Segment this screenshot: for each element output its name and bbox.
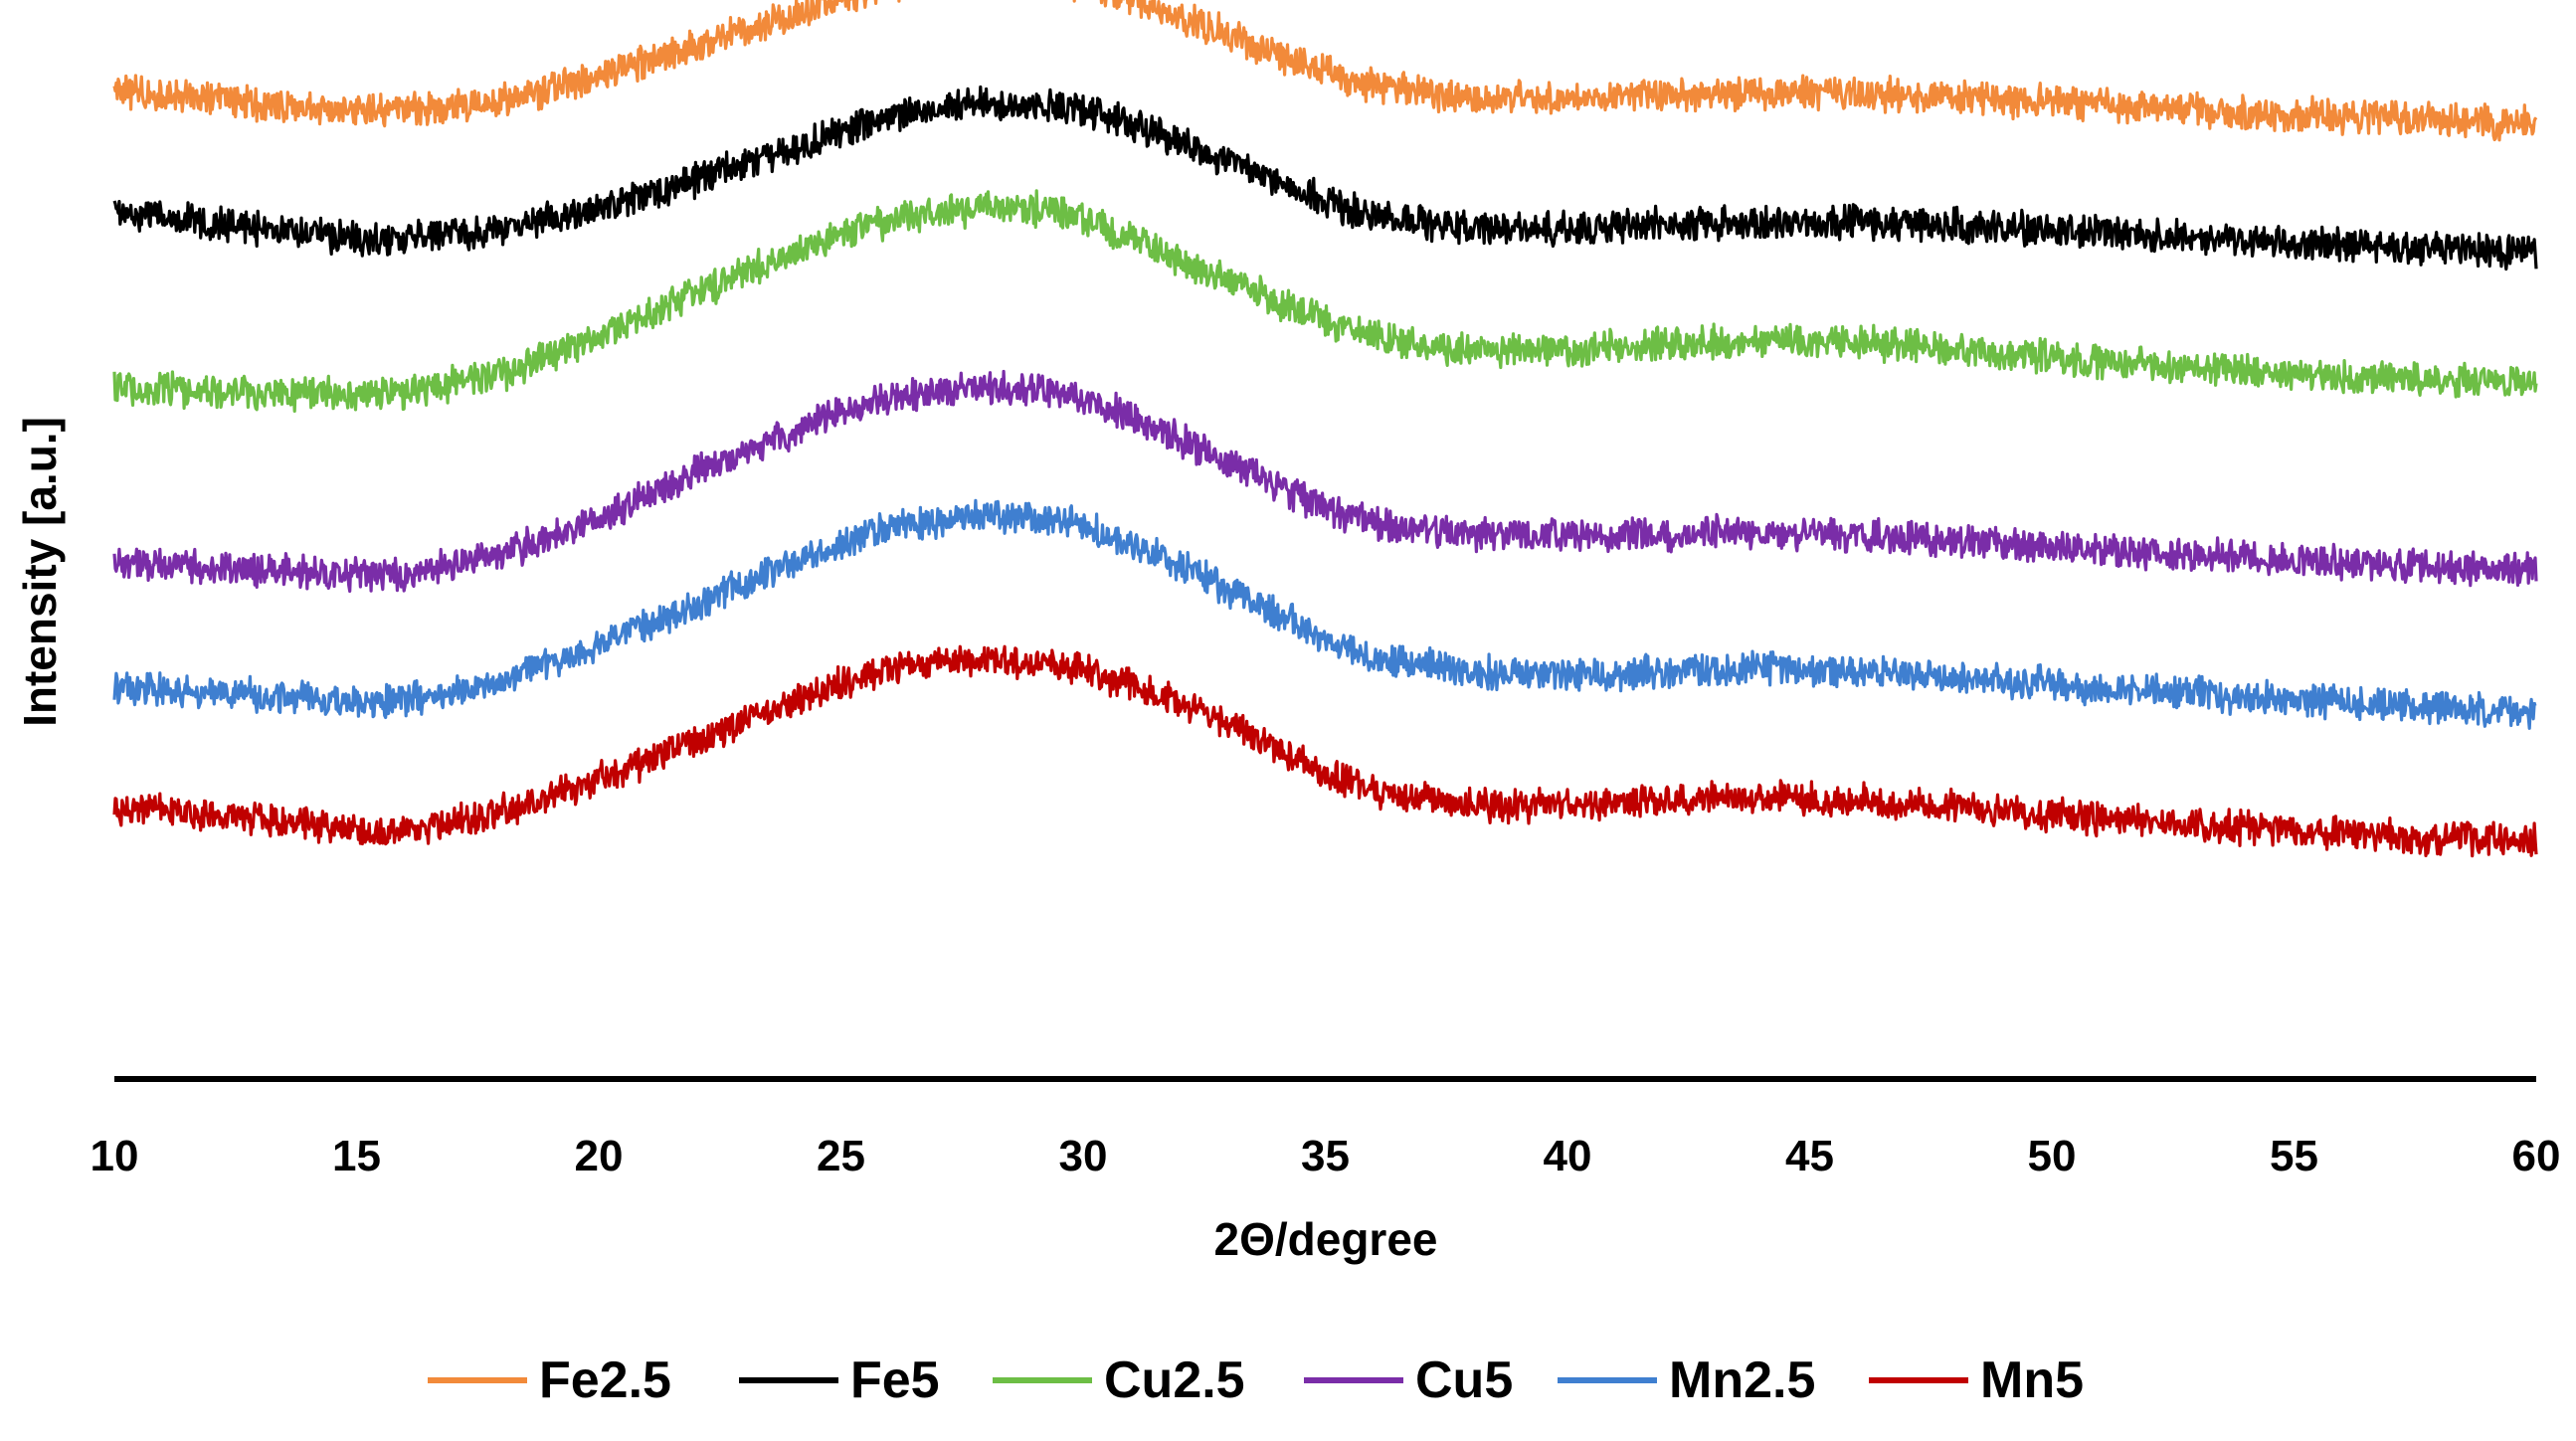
legend-label: Fe5 xyxy=(850,1351,940,1409)
y-axis-title: Intensity [a.u.] xyxy=(14,417,66,727)
legend: Fe2.5 Fe5 Cu2.5 Cu5 Mn2.5 Mn5 xyxy=(428,1351,2084,1409)
x-tick-label: 60 xyxy=(2512,1132,2561,1180)
x-tick-label: 25 xyxy=(817,1132,865,1180)
legend-label: Mn5 xyxy=(1980,1351,2084,1409)
legend-item-mn2-5: Mn2.5 xyxy=(1558,1351,1815,1409)
axis-titles: 2Θ/degree Intensity [a.u.] xyxy=(14,417,1438,1265)
x-tick-label: 15 xyxy=(332,1132,381,1180)
series-line-cu5 xyxy=(112,369,2538,594)
legend-item-fe5: Fe5 xyxy=(739,1351,940,1409)
legend-item-cu2-5: Cu2.5 xyxy=(993,1351,1245,1409)
x-tick-label: 30 xyxy=(1059,1132,1108,1180)
x-tick-label: 50 xyxy=(2028,1132,2077,1180)
x-tick-label: 40 xyxy=(1544,1132,1592,1180)
plot-area xyxy=(112,0,2538,858)
x-tick-label: 10 xyxy=(91,1132,139,1180)
legend-label: Cu5 xyxy=(1415,1351,1513,1409)
series-line-fe5 xyxy=(112,85,2538,271)
legend-item-cu5: Cu5 xyxy=(1304,1351,1513,1409)
legend-item-fe2-5: Fe2.5 xyxy=(428,1351,671,1409)
legend-label: Fe2.5 xyxy=(539,1351,671,1409)
legend-item-mn5: Mn5 xyxy=(1869,1351,2084,1409)
x-tick-label: 35 xyxy=(1301,1132,1350,1180)
series-line-fe2-5 xyxy=(112,0,2538,142)
series-line-cu2-5 xyxy=(112,189,2538,413)
x-tick-label: 20 xyxy=(575,1132,624,1180)
legend-label: Cu2.5 xyxy=(1104,1351,1245,1409)
series-line-mn5 xyxy=(112,644,2538,858)
legend-label: Mn2.5 xyxy=(1669,1351,1815,1409)
series-line-mn2-5 xyxy=(112,498,2537,730)
x-tick-label: 45 xyxy=(1785,1132,1834,1180)
x-axis-title: 2Θ/degree xyxy=(1214,1213,1438,1265)
x-tick-label: 55 xyxy=(2270,1132,2318,1180)
x-axis: 10 15 20 25 30 35 40 45 50 55 60 xyxy=(91,1076,2561,1180)
